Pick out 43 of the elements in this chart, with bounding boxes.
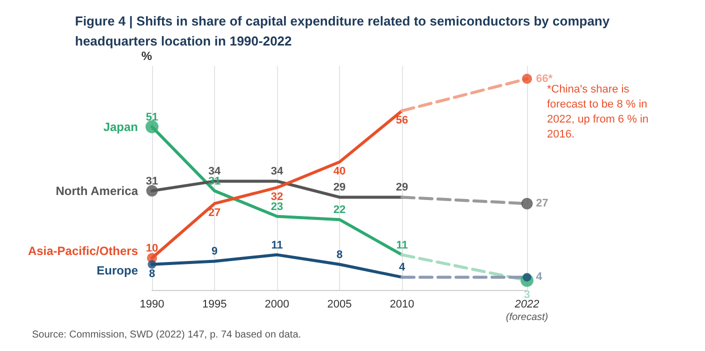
point [146,120,158,134]
data-label: 29 [396,182,408,194]
data-label: 8 [336,248,343,261]
data-label: 56 [396,114,408,126]
series-label: Europe [96,263,138,278]
y-axis-title: % [141,49,152,63]
chart-title: Figure 4 | Shifts in share of capital expenditure related to semiconductors by company headquarters location in 1990-2022 [75,14,614,48]
x-tick-label: 2022 (forecast) [506,298,548,323]
series-label: Asia-Pacific/Others [28,244,138,258]
point [146,185,158,197]
data-label: 3 [524,288,530,301]
point [522,74,532,84]
data-label: 8 [148,268,156,280]
data-label: 27 [208,207,221,220]
x-tick-label: 2005 [327,298,352,310]
data-label: 9 [211,246,218,258]
data-label: 31 [146,175,158,188]
x-tick-label: 1995 [202,298,227,310]
data-label: 23 [270,200,284,213]
data-label: 51 [146,111,158,124]
data-label: 32 [270,191,284,204]
point [148,260,156,269]
data-label: 34 [208,166,222,178]
x-tick-label: 2000 [264,298,290,310]
data-label: 11 [271,239,283,252]
data-label: 31 [208,175,221,188]
source-note: Source: Commission, SWD (2022) 147, p. 74 based on data. [32,330,302,340]
series-label: North America [56,184,138,198]
data-label: 34 [270,166,284,178]
text: *China's share is forecast to be 8 % in 2022, up from 6 % in 2016. [547,84,652,140]
data-label: 29 [333,182,346,194]
series-label: Japan [103,120,138,134]
data-label: 4 [536,271,543,284]
data-label: 66* [536,72,554,85]
data-label: 22 [333,204,346,216]
point [521,198,533,210]
x-tick-label: 1990 [140,298,164,310]
data-label: 4 [398,262,406,274]
data-label: 40 [333,166,346,178]
data-label: 11 [396,239,408,252]
x-tick-label: 2010 [390,298,414,310]
data-label: 27 [536,198,548,210]
data-label: 10 [146,242,158,254]
